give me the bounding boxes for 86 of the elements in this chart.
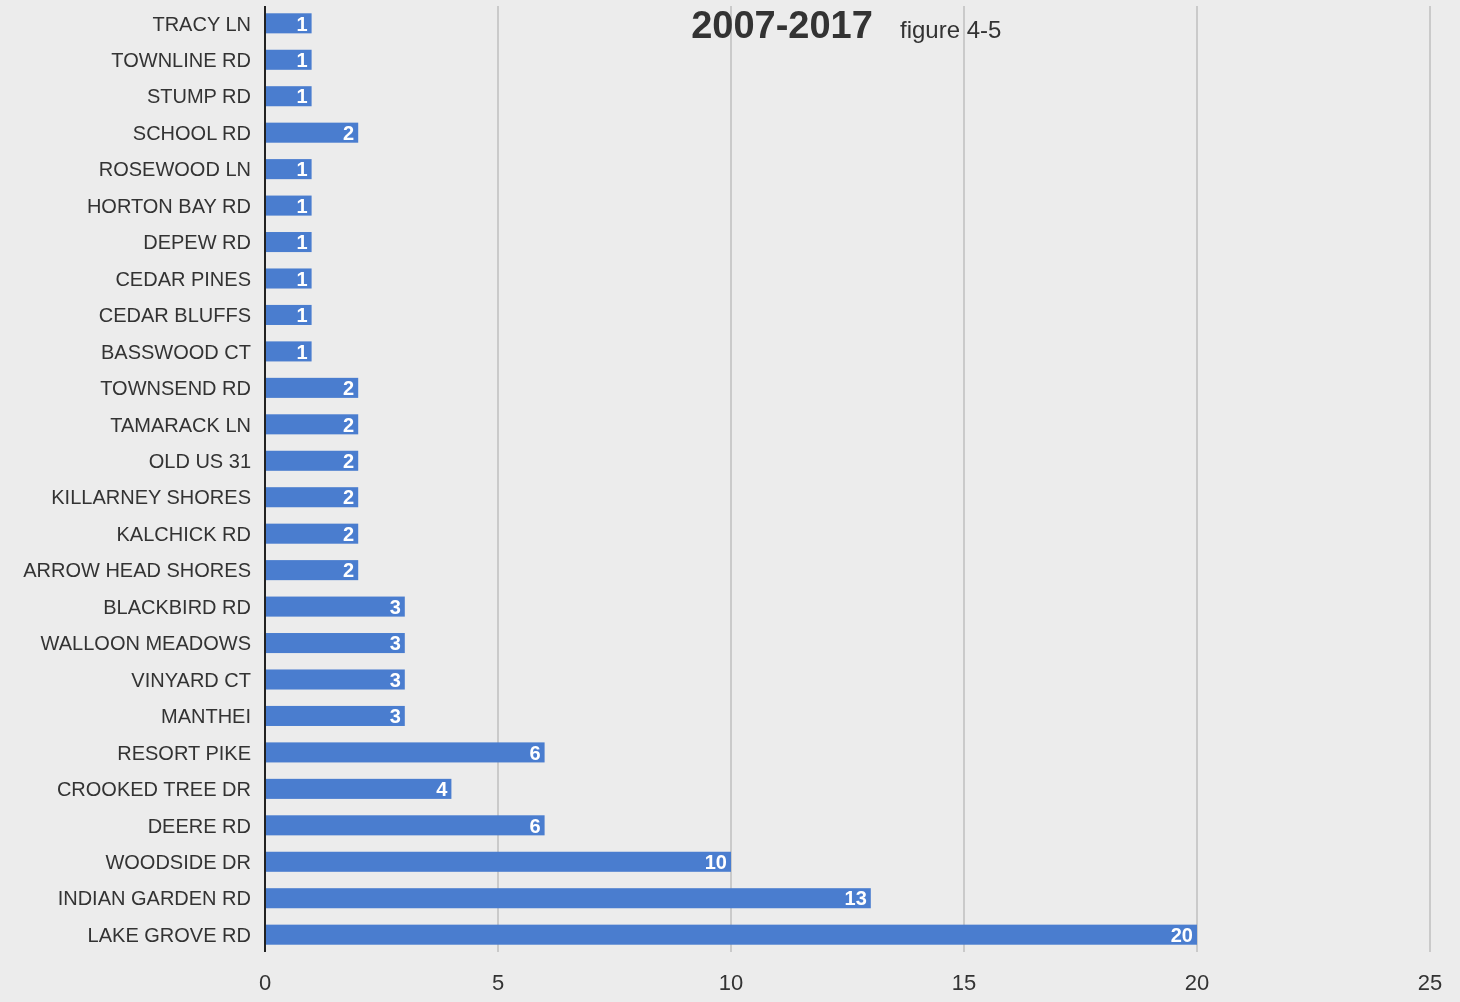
- y-tick-label: TRACY LN: [152, 12, 251, 35]
- y-tick-label: DEERE RD: [147, 814, 251, 837]
- data-label: 6: [529, 814, 541, 837]
- y-tick-label: OLD US 31: [148, 449, 251, 472]
- data-label: 1: [296, 12, 308, 35]
- bar: [265, 159, 312, 180]
- y-tick-label: BASSWOOD CT: [100, 340, 251, 363]
- y-tick-label: ROSEWOOD LN: [98, 158, 251, 181]
- data-label: 1: [296, 231, 308, 254]
- data-label: 1: [296, 48, 308, 71]
- y-tick-label: KILLARNEY SHORES: [51, 486, 251, 509]
- y-tick-label: TOWNSEND RD: [100, 377, 251, 400]
- bar: [265, 633, 405, 654]
- data-label: 1: [296, 267, 308, 290]
- y-tick-label: SCHOOL RD: [132, 121, 251, 144]
- data-label: 1: [296, 194, 308, 217]
- bar: [265, 924, 1197, 945]
- x-tick-label: 0: [258, 970, 272, 995]
- bar: [265, 888, 871, 909]
- data-label: 2: [343, 377, 355, 400]
- data-label: 1: [296, 304, 308, 327]
- data-label: 13: [844, 887, 867, 910]
- x-tick-label: 15: [951, 970, 977, 995]
- y-tick-label: WOODSIDE DR: [105, 850, 251, 873]
- bar: [265, 86, 312, 107]
- x-tick-label: 20: [1184, 970, 1210, 995]
- y-tick-label: HORTON BAY RD: [86, 194, 251, 217]
- data-label: 2: [343, 559, 355, 582]
- bar: [265, 705, 405, 726]
- y-tick-label: VINYARD CT: [131, 668, 251, 691]
- data-label: 1: [296, 340, 308, 363]
- data-label: 6: [529, 741, 541, 764]
- data-label: 3: [389, 668, 401, 691]
- bar: [265, 851, 731, 872]
- y-tick-label: ARROW HEAD SHORES: [23, 559, 251, 582]
- bar: [265, 49, 312, 70]
- bar: [265, 122, 359, 143]
- y-tick-label: STUMP RD: [146, 85, 251, 108]
- data-label: 4: [436, 778, 449, 801]
- bar: [265, 523, 359, 544]
- x-tick-label: 10: [718, 970, 744, 995]
- x-tick-label: 25: [1417, 970, 1443, 995]
- chart-title: 2007-2017: [691, 4, 873, 46]
- y-tick-label: RESORT PIKE: [117, 741, 251, 764]
- y-tick-label: TOWNLINE RD: [111, 48, 251, 71]
- bar: [265, 487, 359, 508]
- x-tick-label: 5: [491, 970, 505, 995]
- y-tick-label: TAMARACK LN: [110, 413, 251, 436]
- data-label: 2: [343, 522, 355, 545]
- data-label: 20: [1170, 923, 1193, 946]
- data-label: 2: [343, 413, 355, 436]
- data-label: 2: [343, 121, 355, 144]
- bar: [265, 341, 312, 362]
- data-label: 3: [389, 595, 401, 618]
- y-tick-label: WALLOON MEADOWS: [40, 632, 251, 655]
- bar: [265, 195, 312, 216]
- bar: [265, 815, 545, 836]
- bar: [265, 560, 359, 581]
- bar: [265, 304, 312, 325]
- y-tick-label: CROOKED TREE DR: [56, 778, 251, 801]
- bar: [265, 13, 312, 34]
- data-label: 2: [343, 449, 355, 472]
- y-tick-label: CEDAR PINES: [115, 267, 251, 290]
- y-tick-label: KALCHICK RD: [116, 522, 251, 545]
- y-tick-label: INDIAN GARDEN RD: [57, 887, 251, 910]
- y-tick-label: CEDAR BLUFFS: [98, 304, 251, 327]
- y-tick-label: LAKE GROVE RD: [87, 923, 251, 946]
- data-label: 3: [389, 705, 401, 728]
- bar: [265, 450, 359, 471]
- bar: [265, 596, 405, 617]
- y-tick-label: MANTHEI: [161, 705, 251, 728]
- data-label: 3: [389, 632, 401, 655]
- bar: [265, 669, 405, 690]
- bar: [265, 377, 359, 398]
- data-label: 10: [704, 850, 727, 873]
- data-label: 1: [296, 85, 308, 108]
- data-label: 2: [343, 486, 355, 509]
- y-tick-label: BLACKBIRD RD: [103, 595, 251, 618]
- data-label: 1: [296, 158, 308, 181]
- bar: [265, 268, 312, 289]
- bar: [265, 742, 545, 763]
- bar: [265, 778, 452, 799]
- annotation: figure 4-5: [900, 16, 1002, 43]
- y-tick-label: DEPEW RD: [143, 231, 251, 254]
- bar: [265, 232, 312, 253]
- bar: [265, 414, 359, 435]
